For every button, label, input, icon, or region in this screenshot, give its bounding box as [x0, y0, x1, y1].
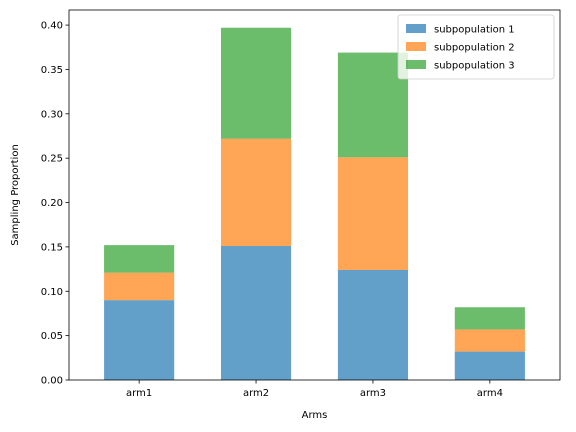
bars-layer: [104, 27, 525, 380]
y-tick-label: 0.10: [41, 287, 63, 298]
legend-swatch-subpopulation-3: [406, 60, 426, 69]
bar-arm2-subpopulation-3: [220, 27, 292, 139]
y-tick-label: 0.20: [41, 198, 63, 209]
y-tick-label: 0.25: [41, 154, 63, 165]
y-tick-label: 0.30: [41, 109, 63, 120]
bar-arm4-subpopulation-2: [454, 329, 525, 352]
legend-swatch-subpopulation-1: [406, 24, 426, 33]
y-axis-label: Sampling Proportion: [10, 144, 21, 246]
bar-arm3-subpopulation-3: [337, 52, 409, 158]
y-ticks: 0.00 0.05 0.10 0.15 0.20 0.25 0.30 0.35 0.40: [41, 21, 69, 387]
x-tick-label: arm1: [126, 388, 152, 399]
bar-arm3-subpopulation-1: [337, 269, 409, 380]
y-tick-label: 0.00: [41, 376, 63, 387]
x-ticks: arm1 arm2 arm3 arm4: [126, 380, 503, 399]
bar-arm2-subpopulation-2: [220, 138, 292, 247]
legend-label-subpopulation-2: subpopulation 2: [434, 43, 515, 54]
bar-arm1-subpopulation-3: [104, 245, 175, 273]
axes-frame: [68, 9, 561, 381]
y-tick-label: 0.35: [41, 65, 63, 76]
bar-arm3-subpopulation-2: [337, 157, 409, 270]
y-tick-label: 0.15: [41, 242, 63, 253]
legend-label-subpopulation-1: subpopulation 1: [434, 25, 515, 36]
bar-arm2-subpopulation-1: [220, 246, 292, 380]
bar-arm4-subpopulation-1: [454, 351, 525, 380]
y-tick-label: 0.05: [41, 331, 63, 342]
y-tick-label: 0.40: [41, 21, 63, 32]
x-tick-label: arm3: [360, 388, 386, 399]
legend-swatch-subpopulation-2: [406, 42, 426, 51]
bar-arm4-subpopulation-3: [454, 307, 525, 330]
x-tick-label: arm2: [243, 388, 269, 399]
legend-frame: [397, 14, 555, 80]
x-axis-label: Arms: [302, 410, 328, 421]
legend: subpopulation 1 subpopulation 2 subpopulat…: [397, 14, 555, 80]
bar-arm1-subpopulation-2: [104, 272, 175, 301]
bar-arm1-subpopulation-1: [104, 300, 175, 380]
x-tick-label: arm4: [477, 388, 503, 399]
legend-label-subpopulation-3: subpopulation 3: [434, 61, 515, 72]
